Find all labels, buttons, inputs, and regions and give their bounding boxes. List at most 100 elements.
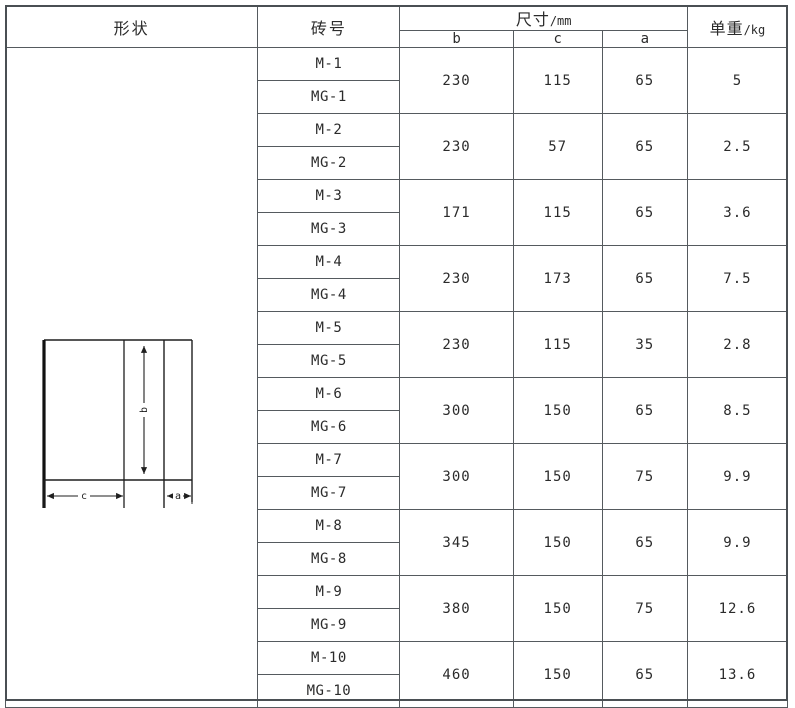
dim-b: 380: [399, 575, 514, 642]
table-row: MG-4: [6, 278, 788, 312]
brick-code: M-4: [257, 245, 401, 279]
dim-a: 35: [601, 311, 688, 378]
table-row: MG-7: [6, 476, 788, 510]
brick-code: M-8: [257, 509, 401, 543]
dim-c: 150: [512, 377, 603, 444]
dim-b: 230: [399, 245, 514, 312]
table-row: MG-2: [6, 146, 788, 180]
unit-weight: 9.9: [686, 443, 789, 510]
frame-bottom-border: [5, 699, 788, 701]
frame-right-border: [786, 5, 788, 701]
table-row: M-2 230 57 65 2.5: [6, 113, 789, 180]
brick-code: M-5: [257, 311, 401, 345]
frame-top-border: [5, 5, 788, 7]
header-dim-b: b: [399, 30, 514, 48]
table-row: M-9 380 150 75 12.6: [6, 575, 789, 642]
dim-c: 150: [512, 641, 603, 708]
brick-spec-table: 形状 砖号 尺寸/mm 单重/kg b c a b c a M-1 230 115 65 5 M…: [4, 5, 789, 708]
table-body: b c a M-1 230 115 65 5 MG-1 M-2 230 57 65 2.5 MG-2 M-3 1…: [4, 47, 789, 708]
brick-code: MG-9: [257, 608, 401, 642]
dim-c: 150: [512, 443, 603, 510]
brick-code: M-6: [257, 377, 401, 411]
header-dim-c: c: [512, 30, 603, 48]
table-row: M-8 345 150 65 9.9: [6, 509, 789, 576]
dim-a: 65: [601, 377, 688, 444]
table-row: M-7 300 150 75 9.9: [6, 443, 789, 510]
brick-shape-diagram: b c a: [6, 48, 258, 707]
dim-a: 65: [601, 179, 688, 246]
brick-code: MG-7: [257, 476, 401, 510]
label-backing: [78, 490, 90, 502]
header-unit-weight-unit: /kg: [743, 22, 766, 37]
dim-a: 75: [601, 443, 688, 510]
table-row: MG-9: [6, 608, 788, 642]
dim-b: 300: [399, 443, 514, 510]
frame-left-border: [5, 5, 7, 701]
diagram-svg: b c a: [42, 339, 193, 508]
unit-weight: 3.6: [686, 179, 789, 246]
header-dimension-label: 尺寸: [515, 10, 550, 29]
label-backing: [139, 403, 149, 417]
unit-weight: 12.6: [686, 575, 789, 642]
brick-code: MG-1: [257, 80, 401, 114]
brick-code: MG-4: [257, 278, 401, 312]
header-code: 砖号: [257, 5, 401, 48]
table-row: M-5 230 115 35 2.8: [6, 311, 789, 378]
header-dimension-unit: /mm: [549, 14, 572, 28]
dim-c: 115: [512, 47, 603, 114]
unit-weight: 5: [686, 47, 789, 114]
dim-b: 230: [399, 311, 514, 378]
table-row: MG-1: [6, 80, 788, 114]
table-row: M-6 300 150 65 8.5: [6, 377, 789, 444]
shape-drawing-cell: b c a: [4, 47, 259, 708]
label-backing: [173, 490, 183, 502]
table-row: MG-6: [6, 410, 788, 444]
dim-b: 230: [399, 47, 514, 114]
dim-b: 230: [399, 113, 514, 180]
brick-code: M-3: [257, 179, 401, 213]
dimension-label-b: b: [139, 407, 150, 413]
brick-code: MG-10: [257, 674, 401, 708]
dim-a: 65: [601, 641, 688, 708]
brick-code: MG-5: [257, 344, 401, 378]
brick-code: M-10: [257, 641, 401, 675]
brick-code: MG-8: [257, 542, 401, 576]
dim-c: 150: [512, 509, 603, 576]
brick-code: M-7: [257, 443, 401, 477]
dim-a: 65: [601, 47, 688, 114]
table-row: MG-5: [6, 344, 788, 378]
header-unit-weight: 单重/kg: [686, 5, 789, 48]
unit-weight: 13.6: [686, 641, 789, 708]
header-unit-weight-label: 单重: [709, 18, 744, 38]
table-row: M-10 460 150 65 13.6: [6, 641, 789, 708]
unit-weight: 8.5: [686, 377, 789, 444]
brick-code: MG-3: [257, 212, 401, 246]
brick-code: MG-2: [257, 146, 401, 180]
table-row: b c a M-1 230 115 65 5: [4, 47, 789, 708]
dim-c: 57: [512, 113, 603, 180]
table-row: M-4 230 173 65 7.5: [6, 245, 789, 312]
table-row: M-3 171 115 65 3.6: [6, 179, 789, 246]
dim-b: 345: [399, 509, 514, 576]
header-row-1: 形状 砖号 尺寸/mm 单重/kg: [4, 5, 789, 48]
dim-a: 65: [601, 509, 688, 576]
dim-c: 115: [512, 311, 603, 378]
dimension-label-c: c: [81, 491, 87, 502]
dim-a: 65: [601, 245, 688, 312]
dim-c: 115: [512, 179, 603, 246]
dim-b: 171: [399, 179, 514, 246]
dim-c: 173: [512, 245, 603, 312]
dim-b: 300: [399, 377, 514, 444]
header-dimension-group: 尺寸/mm: [399, 5, 688, 31]
dim-c: 150: [512, 575, 603, 642]
brick-code: M-9: [257, 575, 401, 609]
dim-a: 75: [601, 575, 688, 642]
brick-code: M-1: [257, 47, 401, 81]
header-dim-a: a: [601, 30, 688, 48]
unit-weight: 2.8: [686, 311, 789, 378]
brick-code: MG-6: [257, 410, 401, 444]
dim-a: 65: [601, 113, 688, 180]
header-shape: 形状: [4, 5, 259, 48]
unit-weight: 9.9: [686, 509, 789, 576]
